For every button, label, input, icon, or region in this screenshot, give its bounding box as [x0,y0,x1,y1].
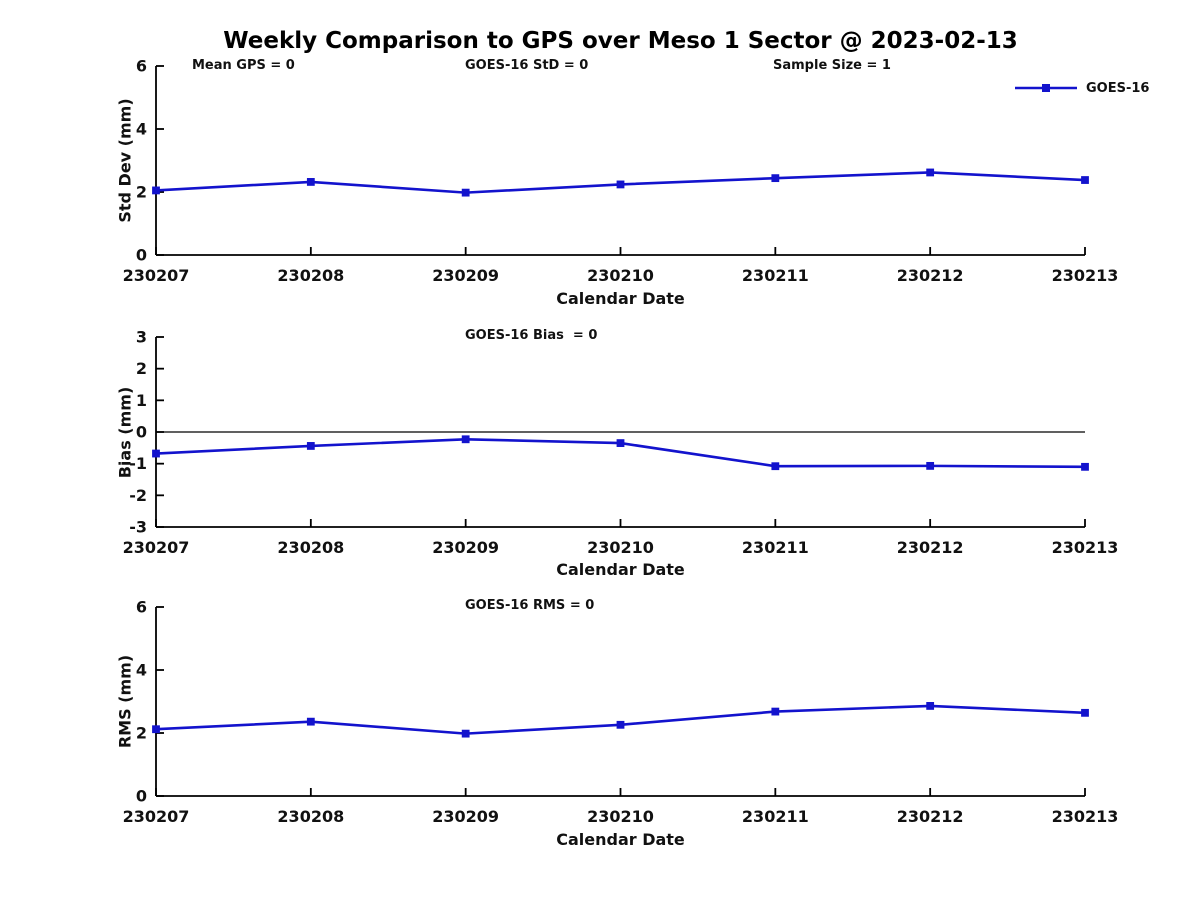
x-tick-label: 230212 [897,266,964,285]
data-marker [306,717,315,726]
data-line [155,704,1086,735]
y-tick-label: 0 [136,423,147,442]
data-marker [616,180,625,189]
annotation-goes16-rms: GOES-16 RMS = 0 [465,598,595,613]
data-marker [1081,462,1089,471]
x-tick-label: 230211 [742,538,809,557]
data-marker [616,439,625,447]
x-tick-label: 230209 [432,538,499,557]
x-tick-label: 230213 [1052,807,1119,826]
x-tick-label: 230213 [1052,538,1119,557]
y-axis-label-stddev: Std Dev (mm) [115,98,135,223]
data-marker [1081,708,1089,717]
y-tick-label: 0 [136,246,147,265]
data-marker [616,720,625,729]
x-tick-label: 230207 [123,266,190,285]
y-axis-label-rms: RMS (mm) [115,654,135,749]
figure-title: Weekly Comparison to GPS over Meso 1 Sec… [223,28,1018,54]
y-tick-label: -2 [129,486,147,505]
x-axis-label-bias: Calendar Date [556,560,685,579]
data-marker [152,186,160,195]
y-tick-label: 2 [136,724,147,743]
y-tick-label: -1 [129,454,147,473]
x-axis-label-stddev: Calendar Date [556,289,685,308]
data-marker [926,168,935,177]
data-marker [771,707,780,716]
data-marker [926,461,935,470]
x-tick-label: 230213 [1052,266,1119,285]
y-tick-label: 6 [136,598,147,617]
data-marker [461,435,470,444]
x-tick-label: 230212 [897,807,964,826]
data-marker [1081,176,1089,184]
data-marker [771,462,780,471]
x-tick-label: 230209 [432,807,499,826]
annotation-mean-gps: Mean GPS = 0 [192,58,295,73]
x-tick-label: 230211 [742,807,809,826]
data-marker [306,178,315,186]
x-tick-label: 230210 [587,807,654,826]
data-marker [461,188,470,197]
x-tick-label: 230208 [277,538,344,557]
annotation-sample-size: Sample Size = 1 [773,58,891,73]
x-tick-label: 230210 [587,266,654,285]
legend-line-sample-icon [1015,84,1077,92]
y-tick-label: 0 [136,787,147,806]
legend: GOES-16 [1014,80,1149,96]
x-tick-label: 230207 [123,538,190,557]
data-marker [461,729,470,738]
data-marker [306,442,315,450]
x-tick-label: 230209 [432,266,499,285]
x-tick-label: 230210 [587,538,654,557]
x-tick-label: 230211 [742,266,809,285]
y-tick-label: 4 [136,120,147,139]
x-tick-label: 230208 [277,807,344,826]
legend-label: GOES-16 [1086,80,1150,96]
x-axis-label-rms: Calendar Date [556,830,685,849]
data-marker [152,725,160,734]
data-marker [926,702,935,710]
annotation-goes16-std: GOES-16 StD = 0 [465,58,589,73]
x-tick-label: 230208 [277,266,344,285]
y-tick-label: 2 [136,359,147,378]
x-tick-label: 230207 [123,807,190,826]
y-tick-label: 3 [136,328,147,347]
y-tick-label: 2 [136,183,147,202]
y-tick-label: 4 [136,661,147,680]
data-marker [771,174,780,183]
y-tick-label: 6 [136,57,147,76]
data-marker [152,449,160,458]
y-tick-label: -3 [129,518,147,537]
y-tick-label: 1 [136,391,147,410]
x-tick-label: 230212 [897,538,964,557]
y-axis-label-bias: Bias (mm) [115,386,135,479]
annotation-goes16-bias: GOES-16 Bias = 0 [465,328,598,343]
